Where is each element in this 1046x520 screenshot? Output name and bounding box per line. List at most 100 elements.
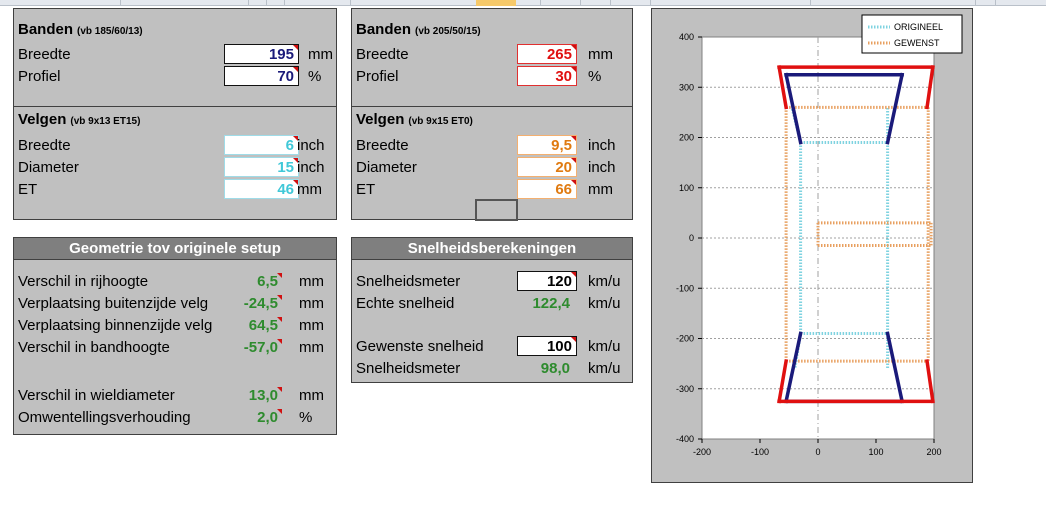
speedometer2-value: 98,0: [540, 360, 570, 377]
y-tick-label: 300: [679, 82, 694, 92]
unit-label: km/u: [588, 360, 621, 377]
x-tick-label: 0: [815, 447, 820, 457]
speed-panel: Snelheidsberekeningen Snelheidsmeter 120…: [351, 237, 633, 383]
geometry-row-label: Verschil in bandhoogte: [18, 339, 170, 356]
geometry-header: Geometrie tov originele setup: [14, 238, 336, 259]
current-tyre-width-input[interactable]: 195: [224, 44, 299, 64]
x-tick-label: 100: [868, 447, 883, 457]
new-tyre-section: Banden (vb 205/50/15) Breedte 265 mm Prof…: [352, 9, 632, 107]
geometry-row-value: 2,0: [257, 409, 282, 426]
rim-diameter-label: Diameter: [356, 159, 417, 176]
tyre-profile-label: Profiel: [356, 68, 399, 85]
series-segment-tyre-current: [885, 72, 905, 145]
rim-et-label: ET: [18, 181, 38, 198]
section-title: Banden (vb 185/60/13): [18, 21, 143, 38]
wanted-speed-label: Gewenste snelheid: [356, 338, 484, 355]
tyre-width-label: Breedte: [18, 46, 71, 63]
unit-label: mm: [297, 181, 322, 198]
new-rim-diameter-input[interactable]: 20: [517, 157, 577, 177]
new-setup-panel: Banden (vb 205/50/15) Breedte 265 mm Prof…: [351, 8, 633, 220]
y-tick-label: 0: [689, 233, 694, 243]
series-segment-tyre-current: [885, 331, 905, 404]
current-rim-diameter-input[interactable]: 15: [224, 157, 299, 177]
unit-label: %: [308, 68, 322, 85]
geometry-row-value: 64,5: [248, 317, 283, 334]
geometry-row-value: -24,5: [243, 295, 283, 312]
series-segment-tyre-current: [784, 331, 803, 404]
current-tyre-section: Banden (vb 185/60/13) Breedte 195 mm Prof…: [14, 9, 336, 107]
legend-label: GEWENST: [894, 38, 940, 48]
chart-panel[interactable]: 400 300 200 100 0 -100 -200 -300 -400 -200 -100 0 10…: [651, 8, 973, 483]
series-segment-tyre-new: [777, 359, 789, 404]
y-tick-label: -200: [676, 334, 694, 344]
series-segment-tyre-new: [925, 65, 935, 110]
section-title: Velgen (vb 9x13 ET15): [18, 111, 141, 128]
y-tick-label: -300: [676, 384, 694, 394]
current-rim-width-input[interactable]: 6: [224, 135, 299, 155]
current-rim-et-input[interactable]: 46: [224, 179, 299, 199]
y-tick-label: -400: [676, 434, 694, 444]
current-rim-section: Velgen (vb 9x13 ET15) Breedte 6 inch Diam…: [14, 107, 336, 221]
geometry-row-label: Verplaatsing binnenzijde velg: [18, 317, 213, 334]
speedometer-input[interactable]: 120: [517, 271, 577, 291]
unit-label: mm: [308, 46, 333, 63]
unit-label: km/u: [588, 295, 621, 312]
new-rim-section: Velgen (vb 9x15 ET0) Breedte 9,5 inch Dia…: [352, 107, 632, 221]
speedometer2-label: Snelheidsmeter: [356, 360, 461, 377]
geometry-row-label: Omwentellingsverhouding: [18, 409, 191, 426]
x-tick-label: 200: [926, 447, 941, 457]
series-segment-tyre-new: [925, 359, 935, 404]
geometry-row-label: Verschil in wieldiameter: [18, 387, 175, 404]
rim-diameter-label: Diameter: [18, 159, 79, 176]
y-tick-label: 100: [679, 183, 694, 193]
current-tyre-profile-input[interactable]: 70: [224, 66, 299, 86]
series-segment-tyre-current: [784, 72, 803, 145]
tyre-width-label: Breedte: [356, 46, 409, 63]
speedometer-label: Snelheidsmeter: [356, 273, 461, 290]
unit-label: mm: [299, 339, 324, 356]
y-tick-label: -100: [676, 283, 694, 293]
unit-label: km/u: [588, 273, 621, 290]
x-tick-label: -100: [751, 447, 769, 457]
new-tyre-width-input[interactable]: 265: [517, 44, 577, 64]
y-tick-label: 200: [679, 133, 694, 143]
unit-label: mm: [299, 295, 324, 312]
unit-label: %: [299, 409, 313, 426]
series-segment-tyre-new: [777, 65, 789, 110]
rim-width-label: Breedte: [18, 137, 71, 154]
geometry-row-value: 13,0: [248, 387, 283, 404]
unit-label: km/u: [588, 338, 621, 355]
selected-column-header: [476, 0, 516, 6]
geometry-row-value: 6,5: [257, 273, 282, 290]
wanted-speed-input[interactable]: 100: [517, 336, 577, 356]
column-header-strip: [0, 0, 1046, 6]
unit-label: mm: [299, 317, 324, 334]
current-setup-panel: Banden (vb 185/60/13) Breedte 195 mm Prof…: [13, 8, 337, 220]
new-rim-et-input[interactable]: 66: [517, 179, 577, 199]
geometry-row-label: Verschil in rijhoogte: [18, 273, 149, 290]
unit-label: %: [588, 68, 602, 85]
legend-box: [861, 14, 963, 54]
unit-label: inch: [297, 159, 325, 176]
tyre-profile-label: Profiel: [18, 68, 61, 85]
new-tyre-profile-input[interactable]: 30: [517, 66, 577, 86]
unit-label: inch: [297, 137, 325, 154]
geometry-row-value: -57,0: [243, 339, 283, 356]
speed-header: Snelheidsberekeningen: [352, 238, 632, 259]
unit-label: mm: [588, 46, 613, 63]
section-title: Velgen (vb 9x15 ET0): [356, 111, 473, 128]
rim-width-label: Breedte: [356, 137, 409, 154]
unit-label: mm: [588, 181, 613, 198]
geometry-row-label: Verplaatsing buitenzijde velg: [18, 295, 209, 312]
wheel-profile-chart: 400 300 200 100 0 -100 -200 -300 -400 -200 -100 0 10…: [676, 14, 963, 457]
legend-label: ORIGINEEL: [894, 22, 943, 32]
selected-cell[interactable]: [475, 199, 518, 221]
new-rim-width-input[interactable]: 9,5: [517, 135, 577, 155]
real-speed-label: Echte snelheid: [356, 295, 455, 312]
unit-label: inch: [588, 137, 616, 154]
unit-label: inch: [588, 159, 616, 176]
real-speed-value: 122,4: [532, 295, 570, 312]
x-tick-label: -200: [693, 447, 711, 457]
unit-label: mm: [299, 387, 324, 404]
rim-et-label: ET: [356, 181, 376, 198]
